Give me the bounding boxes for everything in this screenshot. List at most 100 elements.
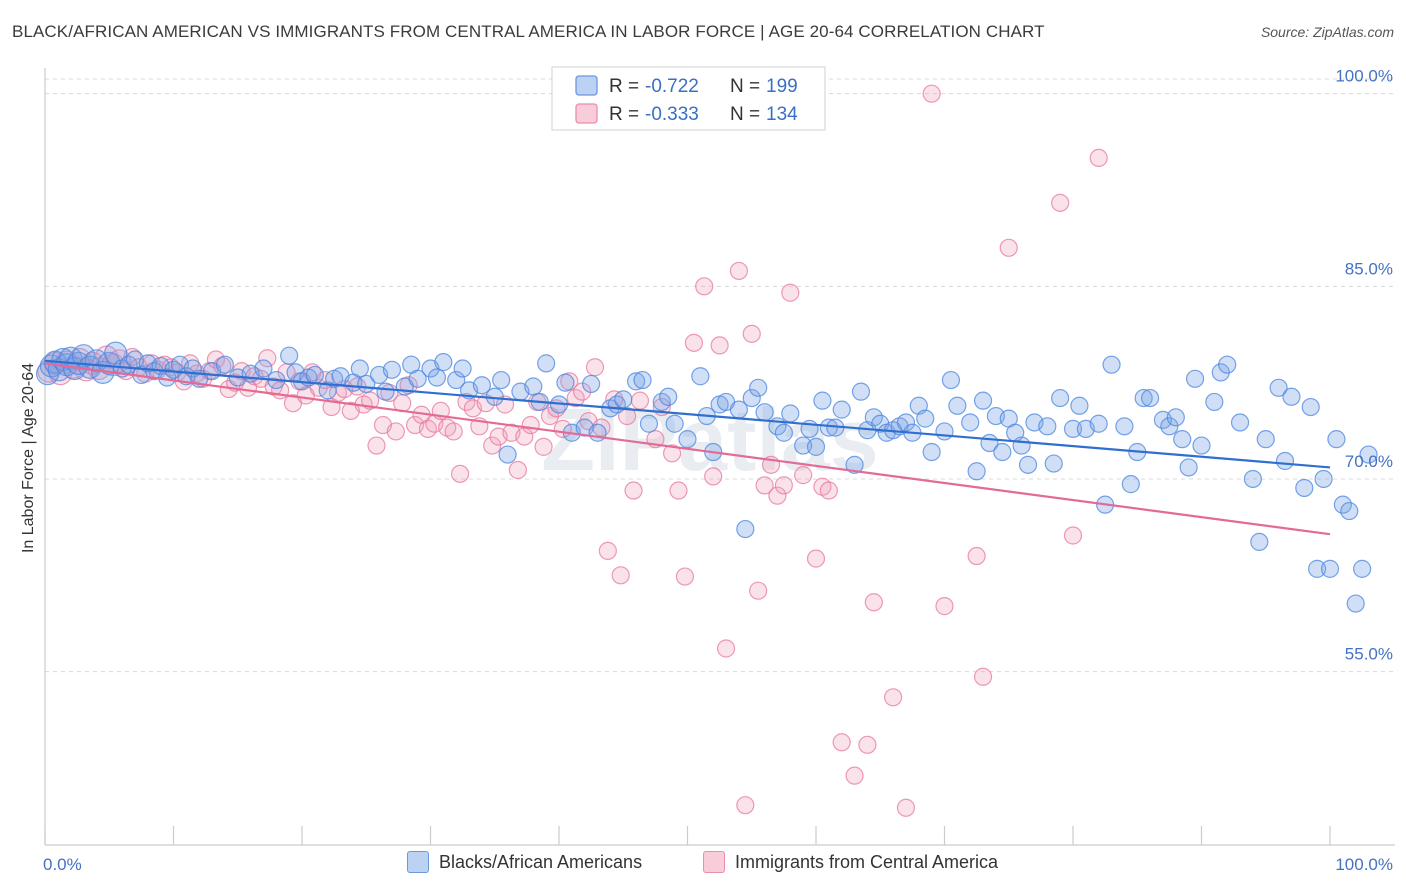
legend-box: R = -0.722 N = 199 R = -0.333 N = 134	[551, 66, 826, 131]
blue-point-129	[1044, 454, 1063, 473]
blue-point-32	[254, 359, 273, 378]
pink-point-112	[781, 283, 800, 302]
blue-point-148	[1192, 436, 1211, 455]
blue-point-126	[1018, 455, 1038, 474]
blue-point-147	[1185, 369, 1205, 388]
pink-point-85	[585, 358, 605, 377]
pink-point-126	[973, 667, 993, 686]
trend-lines	[44, 359, 1331, 536]
blue-point-52	[427, 368, 447, 387]
pink-point-111	[774, 476, 793, 495]
blue-point-9	[71, 344, 96, 368]
pink-point-92	[630, 391, 650, 410]
blue-point-145	[1173, 430, 1192, 449]
legend-r-value-1: -0.333	[645, 104, 699, 125]
pink-point-119	[858, 735, 877, 754]
trend-line-blue	[44, 359, 1331, 469]
blue-point-167	[1346, 594, 1365, 613]
blue-point-74	[626, 372, 646, 391]
blue-point-114	[935, 422, 954, 441]
blue-point-149	[1205, 392, 1224, 412]
pink-point-114	[806, 549, 826, 568]
blue-point-89	[749, 378, 768, 397]
pink-point-105	[736, 796, 755, 815]
blue-point-168	[1353, 559, 1372, 578]
pink-point-89	[611, 566, 630, 585]
pink-point-106	[742, 324, 761, 343]
blue-point-166	[1340, 501, 1359, 521]
blue-point-109	[896, 413, 916, 432]
pink-point-68	[476, 394, 495, 413]
pink-point-110	[768, 486, 787, 505]
blue-point-160	[1301, 397, 1320, 417]
pink-point-104	[729, 261, 749, 281]
blue-point-137	[1115, 417, 1134, 436]
pink-point-117	[832, 733, 851, 752]
series-blacks-african-americans	[35, 341, 1378, 613]
legend-n-label-1: N =	[730, 104, 760, 125]
blue-point-81	[691, 367, 710, 386]
pink-point-98	[675, 567, 695, 586]
blue-point-57	[472, 376, 491, 395]
blue-point-154	[1250, 532, 1269, 552]
pink-point-97	[669, 481, 688, 500]
blue-point-130	[1051, 388, 1070, 408]
blue-point-101	[845, 455, 864, 474]
pink-swatch-icon	[703, 851, 725, 873]
blue-point-118	[967, 462, 986, 481]
blue-swatch-icon	[407, 851, 429, 873]
pink-point-113	[794, 466, 813, 485]
blue-point-96	[806, 437, 826, 456]
pink-point-69	[483, 436, 502, 455]
blue-point-119	[973, 391, 993, 410]
blue-point-87	[736, 519, 755, 539]
pink-point-34	[258, 349, 277, 368]
blue-point-38	[305, 365, 324, 385]
blue-point-102	[851, 382, 871, 401]
blue-point-144	[1166, 408, 1185, 427]
blue-point-29	[215, 355, 234, 374]
blue-point-53	[434, 353, 453, 372]
blue-point-93	[781, 404, 800, 423]
y-tick-label-0: 55.0%	[1345, 645, 1393, 664]
blue-point-78	[659, 387, 678, 406]
chart-title: BLACK/AFRICAN AMERICAN VS IMMIGRANTS FRO…	[12, 22, 1045, 41]
pink-point-87	[598, 541, 617, 560]
blue-point-157	[1275, 451, 1295, 471]
bottom-legend-item-blue: Blacks/African Americans	[407, 851, 642, 873]
blue-point-136	[1102, 355, 1121, 374]
legend-r-value-0: -0.722	[645, 76, 699, 97]
blue-point-141	[1140, 388, 1160, 408]
pink-point-102	[710, 336, 729, 355]
blue-point-161	[1308, 559, 1327, 578]
blue-point-162	[1314, 469, 1333, 489]
blue-point-125	[1012, 436, 1031, 455]
blue-point-131	[1063, 419, 1083, 438]
pink-point-128	[1051, 193, 1070, 212]
blue-point-60	[498, 445, 517, 464]
y-tick-label-3: 100.0%	[1335, 67, 1393, 86]
pink-point-122	[896, 798, 916, 817]
blue-point-152	[1230, 413, 1250, 432]
blue-point-113	[922, 442, 941, 462]
pink-point-120	[864, 593, 883, 612]
blue-point-62	[524, 377, 543, 396]
bottom-legend-label-pink: Immigrants from Central America	[735, 851, 999, 872]
blue-point-80	[678, 430, 697, 449]
blue-point-69	[582, 374, 601, 394]
blue-point-97	[813, 391, 832, 410]
pink-point-64	[450, 464, 470, 483]
x-tick-label-0: 0.0%	[43, 855, 82, 874]
pink-point-75	[521, 415, 540, 435]
blue-point-92	[774, 423, 793, 442]
blue-point-76	[639, 414, 659, 433]
blue-point-90	[755, 403, 774, 422]
trend-line-pink	[44, 362, 1331, 536]
legend-swatch-icon-1	[575, 103, 598, 124]
blue-point-79	[665, 414, 684, 433]
blue-point-146	[1179, 458, 1198, 477]
pink-point-103	[716, 639, 736, 658]
pink-point-51	[367, 436, 386, 455]
blue-point-143	[1160, 417, 1179, 436]
